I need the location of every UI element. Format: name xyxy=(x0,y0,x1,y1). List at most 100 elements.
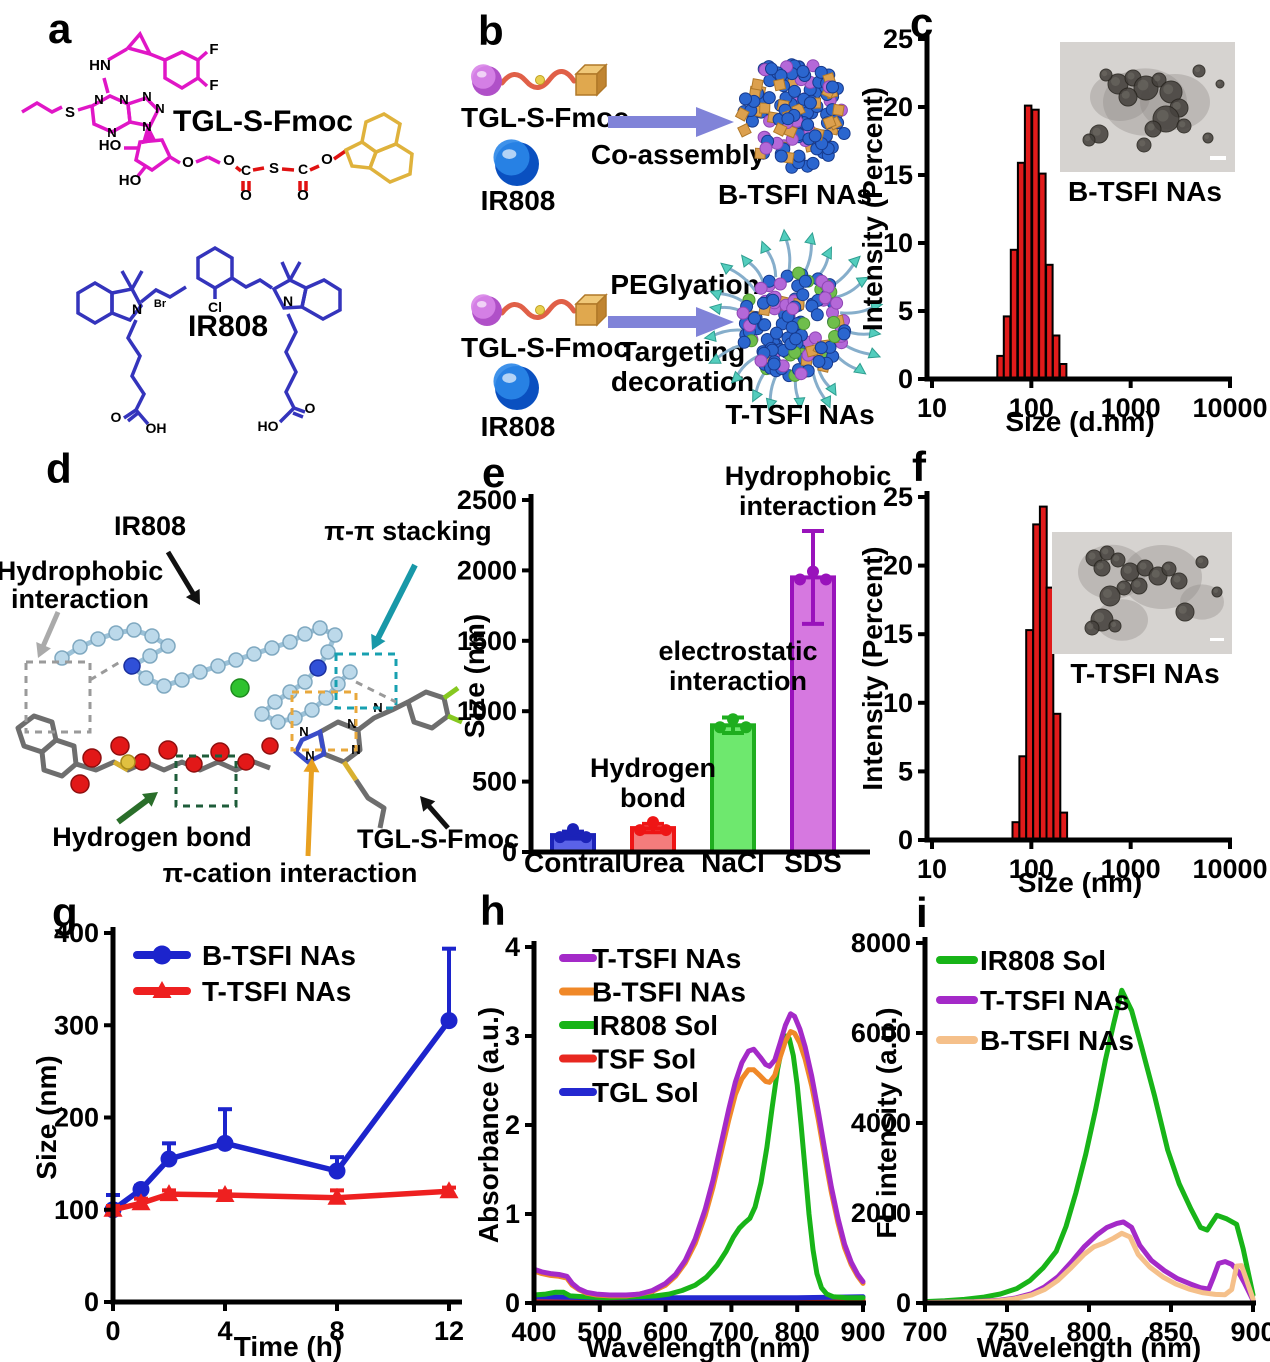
hist-bar xyxy=(1016,161,1026,380)
marker-circle xyxy=(440,1012,458,1030)
x-tick-label: 4 xyxy=(217,1316,232,1346)
y-tick-label: 6000 xyxy=(851,1018,911,1048)
np-sphere xyxy=(748,311,761,325)
series-line xyxy=(110,1017,452,1213)
targeting-tip xyxy=(868,326,882,339)
legend-label: B-TSFI NAs xyxy=(592,977,746,1008)
data-dot xyxy=(807,565,819,578)
x-tick-label: 10 xyxy=(917,393,947,423)
y-tick-label: 400 xyxy=(54,918,99,948)
np-sphere xyxy=(812,355,826,368)
atom-label: N xyxy=(132,301,142,317)
targeting-tip xyxy=(820,395,832,409)
annotation: interaction xyxy=(739,491,877,521)
cube-front xyxy=(575,73,598,96)
tgl-s-fmoc-label: TGL-S-Fmoc xyxy=(173,105,353,138)
panel-letter-h: h xyxy=(480,887,506,934)
oxygen-ball xyxy=(82,748,102,768)
y-tick-label: 0 xyxy=(84,1287,99,1317)
np-sphere xyxy=(826,80,839,94)
legend-label: TSF Sol xyxy=(592,1044,696,1075)
tem-particle-core xyxy=(1127,72,1135,80)
pi-pi-box xyxy=(334,652,398,710)
targeting-arrow-icon xyxy=(608,307,734,337)
marker-triangle xyxy=(215,1184,235,1202)
np-sphere xyxy=(810,308,824,322)
panel-letter-e: e xyxy=(482,449,506,496)
sulfur-dot xyxy=(535,305,545,315)
panel-letter-d: d xyxy=(46,445,72,492)
y-tick-label: 100 xyxy=(54,1195,99,1225)
np-cube xyxy=(734,106,750,122)
interaction-label: IR808 xyxy=(114,511,186,541)
purine-n-ring xyxy=(293,728,327,765)
x-axis-label: Wavelength (nm) xyxy=(977,1332,1202,1362)
tem-particle-core xyxy=(1172,101,1181,110)
x-tick-label: 0 xyxy=(105,1316,120,1346)
np-sphere xyxy=(788,84,801,98)
atom-label: F xyxy=(209,77,218,94)
y-tick-label: 2 xyxy=(505,1110,520,1140)
carbon-ball xyxy=(108,625,124,641)
tem-particle-core xyxy=(1110,621,1117,628)
tem-image-b-tsfi xyxy=(1060,42,1235,172)
tem-particle-core xyxy=(1087,623,1094,630)
tem-particle-core xyxy=(1164,564,1171,571)
x-tick-label: 700 xyxy=(902,1317,947,1347)
t-tsfi-nanoparticle xyxy=(703,228,884,412)
arrow-shaft xyxy=(305,766,315,857)
x-tick-label: 900 xyxy=(840,1317,885,1347)
np-sphere xyxy=(837,127,851,140)
targeting-tip xyxy=(740,254,754,268)
tem-particle-core xyxy=(1137,79,1149,91)
carbon-ball xyxy=(144,628,160,644)
targeting-tip xyxy=(720,262,734,276)
tem-particle-core xyxy=(1101,70,1108,77)
y-axis-label: Absorbance (a.u.) xyxy=(473,1007,504,1243)
atom-label: N xyxy=(107,125,116,140)
tgl-gray-sticks xyxy=(15,689,451,829)
np-sphere xyxy=(803,96,817,110)
y-tick-label: 500 xyxy=(472,767,517,797)
carbon-ball xyxy=(174,672,190,688)
arrow-shaft xyxy=(423,800,450,830)
interaction-label: Hydrogen bond xyxy=(52,822,251,852)
tem-particle-core xyxy=(1111,77,1120,86)
bar-NaCl xyxy=(710,723,756,854)
annotation: interaction xyxy=(669,666,807,696)
legend-label: B-TSFI NAs xyxy=(980,1025,1134,1056)
legend-label: IR808 Sol xyxy=(980,945,1106,976)
hist-bar xyxy=(1051,334,1061,380)
x-axis-label: Size (nm) xyxy=(1018,867,1142,898)
arrow-shaft xyxy=(373,563,418,644)
np-cube xyxy=(737,122,752,138)
atom-label: Cl xyxy=(208,299,222,315)
targeting-tip xyxy=(779,228,792,242)
y-tick-label: 1 xyxy=(505,1199,520,1229)
arrow-shaft xyxy=(165,550,198,600)
ir808-icon-label: IR808 xyxy=(480,185,556,216)
arrow-head xyxy=(142,792,158,807)
y-tick-label: 15 xyxy=(883,160,913,190)
y-tick-label: 25 xyxy=(883,482,913,512)
targeting-tip xyxy=(870,300,884,313)
tem-particle-core xyxy=(1092,127,1101,136)
series-line xyxy=(922,1230,1256,1306)
hist-bar xyxy=(1002,315,1012,380)
nitrogen-ball xyxy=(123,657,141,675)
oxygen-ball xyxy=(185,755,203,773)
marker-circle xyxy=(132,1180,150,1198)
arrow-shaft xyxy=(116,794,154,825)
tem-particle-core xyxy=(1096,562,1104,570)
carbon-ball xyxy=(297,626,313,642)
sphere-highlight xyxy=(476,300,487,308)
atom-label: N xyxy=(155,101,164,116)
absorbance-spectra-chart: 0 1 2 3 4 400 500 600 700 800 900 Wavelength (nm) Ab… xyxy=(473,932,886,1362)
hist-bar xyxy=(1052,712,1062,841)
sphere-highlight xyxy=(476,70,487,78)
carbon-ball xyxy=(342,664,358,680)
atom-label: N xyxy=(142,119,151,134)
co-assembly-label: Co-assembly xyxy=(590,139,766,170)
tem-particle-core xyxy=(1119,583,1126,590)
